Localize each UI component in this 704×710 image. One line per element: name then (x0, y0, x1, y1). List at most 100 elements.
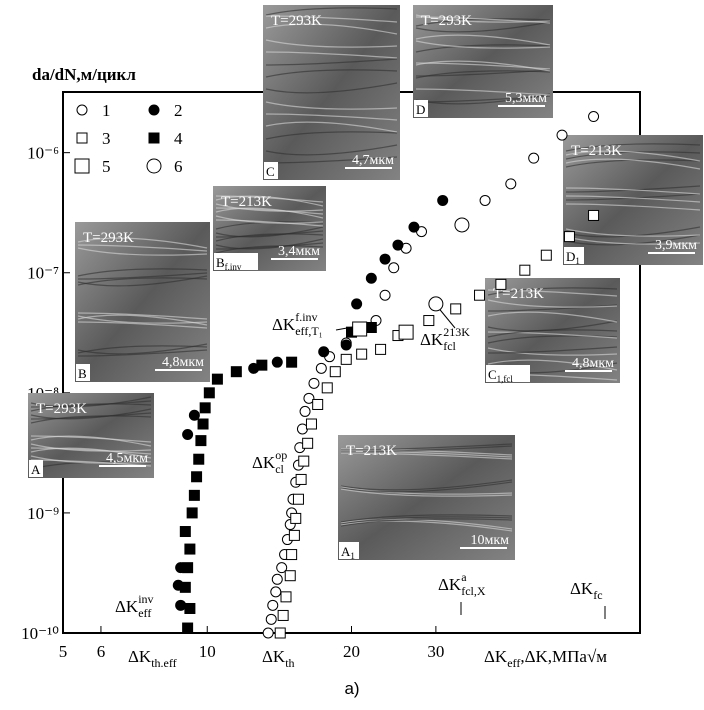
annotation-sub: fc (593, 588, 602, 602)
annotation-sup: op (275, 448, 287, 462)
inset-letter-sub: 1 (575, 256, 580, 266)
x-axis-label: ΔKth.eff (128, 647, 177, 670)
y-tick-label: 10⁻⁶ (27, 144, 59, 163)
data-point (389, 263, 399, 273)
inset-letter-main: C (266, 164, 275, 179)
data-point (204, 388, 214, 398)
annotation-sub: fcl (443, 339, 456, 353)
data-point (303, 438, 313, 448)
scale-label: 4,8мкм (572, 356, 614, 371)
data-point (189, 490, 199, 500)
y-tick-label: 10⁻⁷ (27, 264, 59, 283)
data-point (278, 610, 288, 620)
data-point (557, 130, 567, 140)
data-point (297, 424, 307, 434)
data-point (475, 290, 485, 300)
scale-label: 3,4мкм (278, 244, 320, 259)
x-axis-label-sub: th.eff (151, 656, 176, 670)
inset-letter-main: D (416, 102, 425, 117)
data-point (183, 623, 193, 633)
data-point (275, 628, 285, 638)
legend-label: 2 (174, 101, 183, 120)
data-point (196, 436, 206, 446)
data-point (353, 322, 367, 336)
legend-label: 4 (174, 129, 183, 148)
data-point (309, 378, 319, 388)
inset-letter-sub: f.inv (225, 262, 242, 272)
annotation-sub: fcl,X (461, 584, 486, 598)
annotation: ΔKfc (570, 579, 603, 602)
scale-label: 4,7мкм (352, 153, 394, 168)
data-point (424, 316, 434, 326)
x-axis-label: ΔKeff,ΔK,МПа√м (484, 647, 607, 670)
inset-letter-sub: 1,fcl (497, 374, 514, 384)
annotation-main: ΔK (420, 330, 444, 349)
x-tick-label: 20 (343, 642, 360, 661)
data-point (357, 349, 367, 359)
scale-label: 4,5мкм (106, 451, 148, 466)
data-point (272, 574, 282, 584)
data-point (589, 112, 599, 122)
data-point (341, 340, 351, 350)
data-point (322, 383, 332, 393)
data-point (299, 456, 309, 466)
annotation-main: ΔK (570, 579, 594, 598)
data-point (506, 179, 516, 189)
x-axis-label-sub: eff (507, 656, 520, 670)
y-tick-label: 10⁻⁹ (27, 504, 59, 523)
inset-letter-main: D (566, 249, 575, 264)
y-tick-label: 10⁻¹⁰ (21, 624, 59, 643)
legend-marker (149, 133, 159, 143)
inset-letter: C (266, 164, 275, 179)
data-point (564, 232, 574, 242)
data-point (341, 354, 351, 364)
data-point (180, 582, 190, 592)
annotation-main: ΔK (115, 597, 139, 616)
data-point (291, 513, 301, 523)
data-point (176, 600, 186, 610)
scale-label: 10мкм (470, 533, 509, 548)
annotation-sup: a (461, 570, 467, 584)
annotation: ΔK213Kfcl (420, 325, 470, 353)
data-point (183, 563, 193, 573)
data-point (198, 419, 208, 429)
data-point (194, 454, 204, 464)
data-point (287, 357, 297, 367)
legend-marker (75, 159, 89, 173)
data-point (376, 344, 386, 354)
annotation-sup: f.inv (295, 310, 317, 324)
data-point (455, 218, 469, 232)
annotation-sub: cl (275, 462, 284, 476)
inset-temp: T=293K (271, 13, 322, 29)
data-point (200, 403, 210, 413)
data-point (366, 322, 376, 332)
inset-temp: T=213K (221, 194, 272, 210)
annotation-sup: inv (138, 592, 153, 606)
legend-label: 3 (102, 129, 111, 148)
data-point (589, 210, 599, 220)
data-point (380, 254, 390, 264)
inset-temp: T=293K (36, 401, 87, 417)
data-point (380, 290, 390, 300)
data-point (192, 472, 202, 482)
inset-temp: T=293K (83, 230, 134, 246)
data-point (281, 592, 291, 602)
data-point (366, 273, 376, 283)
annotation-main: ΔK (272, 315, 296, 334)
data-point (529, 153, 539, 163)
data-point (231, 367, 241, 377)
annotation-sub: eff (138, 606, 151, 620)
data-point (296, 474, 306, 484)
data-point (393, 240, 403, 250)
data-point (316, 363, 326, 373)
panel-label: a) (344, 679, 359, 698)
x-axis-label-main: ΔK (128, 647, 152, 666)
x-tick-label: 5 (59, 642, 68, 661)
data-point (313, 399, 323, 409)
data-point (257, 360, 267, 370)
inset-temp: T=213K (346, 443, 397, 459)
x-axis-label-main: ΔK (484, 647, 508, 666)
y-axis-label: da/dN,м/цикл (32, 65, 136, 84)
